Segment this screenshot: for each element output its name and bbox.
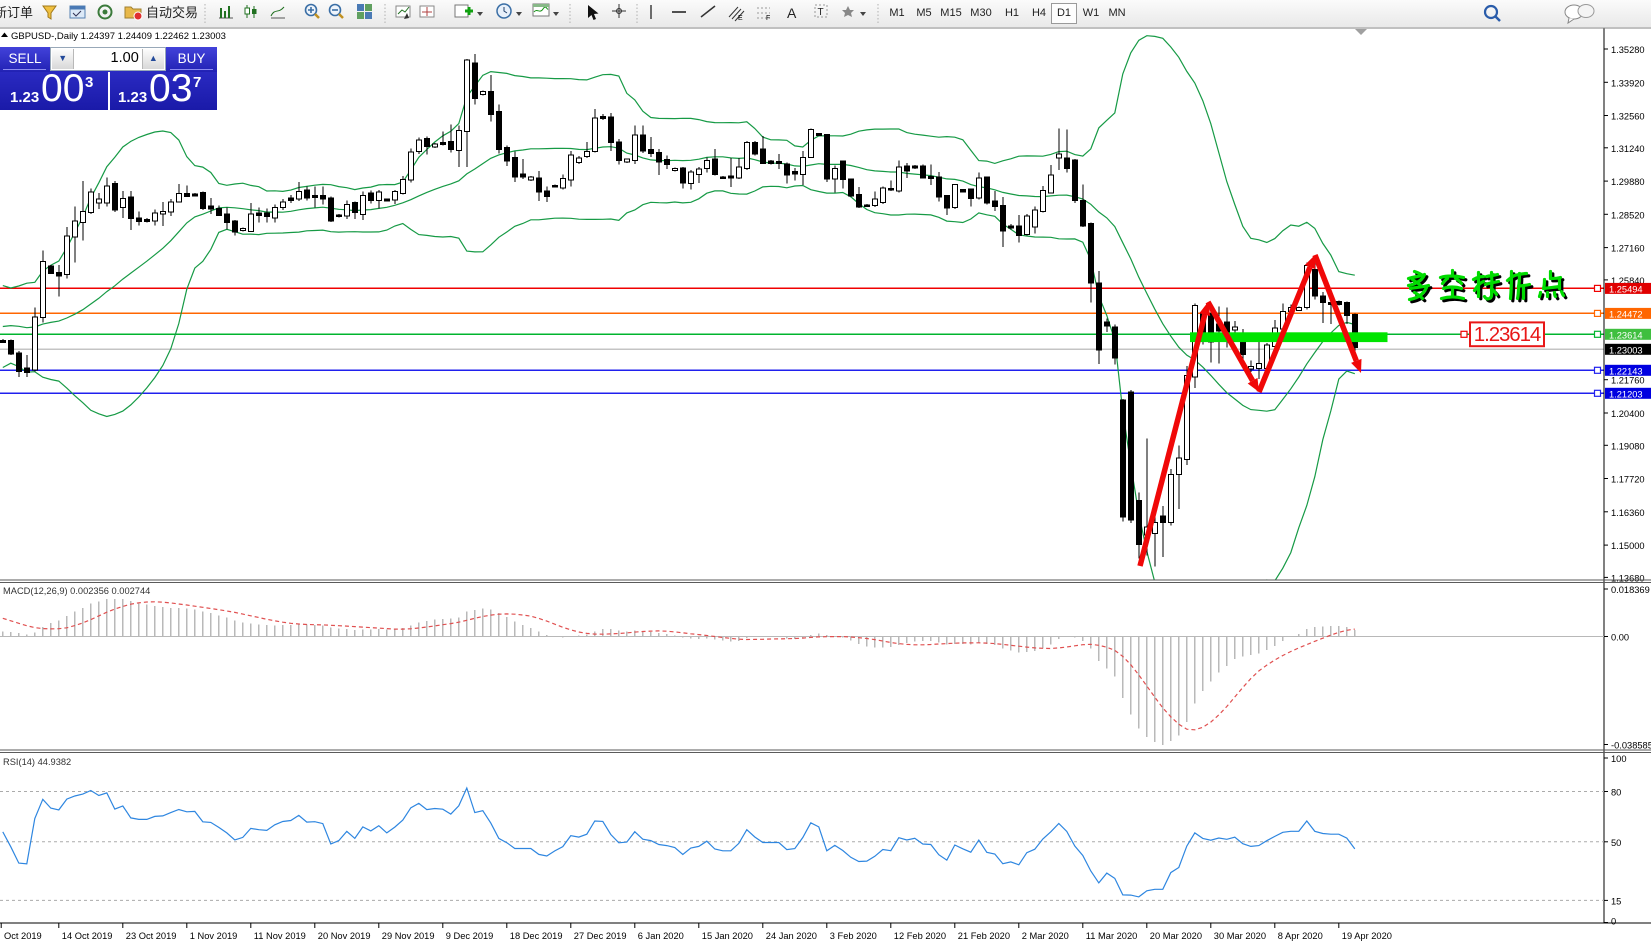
svg-text:19 Apr 2020: 19 Apr 2020 — [1342, 931, 1392, 941]
svg-text:1.23614: 1.23614 — [1474, 323, 1541, 346]
svg-text:1.19080: 1.19080 — [1611, 441, 1645, 451]
svg-text:1.31240: 1.31240 — [1611, 144, 1645, 154]
svg-text:RSI(14) 44.9382: RSI(14) 44.9382 — [3, 757, 71, 767]
svg-text:1.25840: 1.25840 — [1611, 276, 1645, 286]
svg-text:1.23003: 1.23003 — [1609, 345, 1643, 355]
svg-text:MACD(12,26,9) 0.002356 0.00274: MACD(12,26,9) 0.002356 0.002744 — [3, 586, 150, 596]
svg-text:新订单: 新订单 — [0, 5, 33, 20]
svg-text:1.28520: 1.28520 — [1611, 210, 1645, 220]
svg-text:21 Feb 2020: 21 Feb 2020 — [958, 931, 1010, 941]
svg-text:24 Jan 2020: 24 Jan 2020 — [766, 931, 817, 941]
svg-text:15: 15 — [1611, 896, 1621, 906]
svg-text:14 Oct 2019: 14 Oct 2019 — [62, 931, 113, 941]
svg-text:1.33920: 1.33920 — [1611, 78, 1645, 88]
svg-text:27 Dec 2019: 27 Dec 2019 — [574, 931, 627, 941]
svg-text:1.20400: 1.20400 — [1611, 409, 1645, 419]
svg-text:T: T — [818, 7, 824, 18]
svg-text:11 Nov 2019: 11 Nov 2019 — [254, 931, 306, 941]
svg-text:20 Nov 2019: 20 Nov 2019 — [318, 931, 371, 941]
svg-text:6 Jan 2020: 6 Jan 2020 — [638, 931, 684, 941]
svg-text:E: E — [738, 15, 743, 22]
svg-text:Oct 2019: Oct 2019 — [4, 931, 42, 941]
svg-text:9 Dec 2019: 9 Dec 2019 — [446, 931, 494, 941]
svg-text:1.13680: 1.13680 — [1611, 573, 1645, 583]
svg-text:1.21760: 1.21760 — [1611, 376, 1645, 386]
svg-text:1.24472: 1.24472 — [1609, 309, 1643, 319]
svg-text:1.23614: 1.23614 — [1609, 330, 1643, 340]
svg-text:1 Nov 2019: 1 Nov 2019 — [190, 931, 238, 941]
svg-text:100: 100 — [1611, 754, 1627, 764]
svg-text:30 Mar 2020: 30 Mar 2020 — [1214, 931, 1266, 941]
svg-text:1.25494: 1.25494 — [1609, 284, 1643, 294]
svg-text:1.15000: 1.15000 — [1611, 541, 1645, 551]
svg-text:0.00: 0.00 — [1611, 633, 1629, 643]
svg-text:F: F — [766, 15, 770, 22]
svg-text:0: 0 — [1611, 917, 1616, 927]
svg-text:1.32560: 1.32560 — [1611, 112, 1645, 122]
svg-text:23 Oct 2019: 23 Oct 2019 — [126, 931, 177, 941]
svg-text:1.22143: 1.22143 — [1609, 366, 1643, 376]
svg-text:12 Feb 2020: 12 Feb 2020 — [894, 931, 946, 941]
svg-text:11 Mar 2020: 11 Mar 2020 — [1086, 931, 1138, 941]
svg-text:1.35280: 1.35280 — [1611, 45, 1645, 55]
svg-text:1.27160: 1.27160 — [1611, 244, 1645, 254]
svg-text:8 Apr 2020: 8 Apr 2020 — [1278, 931, 1323, 941]
svg-text:1.29880: 1.29880 — [1611, 177, 1645, 187]
svg-text:2 Mar 2020: 2 Mar 2020 — [1022, 931, 1069, 941]
svg-text:自动交易: 自动交易 — [146, 5, 198, 20]
svg-text:20 Mar 2020: 20 Mar 2020 — [1150, 931, 1202, 941]
svg-text:80: 80 — [1611, 788, 1621, 798]
svg-text:29 Nov 2019: 29 Nov 2019 — [382, 931, 435, 941]
svg-text:1.21203: 1.21203 — [1609, 389, 1643, 399]
svg-text:-0.038585: -0.038585 — [1611, 741, 1651, 751]
svg-text:1.16360: 1.16360 — [1611, 508, 1645, 518]
svg-text:3 Feb 2020: 3 Feb 2020 — [830, 931, 877, 941]
svg-text:GBPUSD-,Daily 1.24397 1.24409: GBPUSD-,Daily 1.24397 1.24409 1.22462 1.… — [11, 31, 226, 42]
svg-text:A: A — [787, 5, 797, 21]
svg-text:18 Dec 2019: 18 Dec 2019 — [510, 931, 563, 941]
svg-text:0.018369: 0.018369 — [1611, 585, 1650, 595]
svg-text:50: 50 — [1611, 838, 1621, 848]
svg-text:1.17720: 1.17720 — [1611, 475, 1645, 485]
svg-text:15 Jan 2020: 15 Jan 2020 — [702, 931, 753, 941]
